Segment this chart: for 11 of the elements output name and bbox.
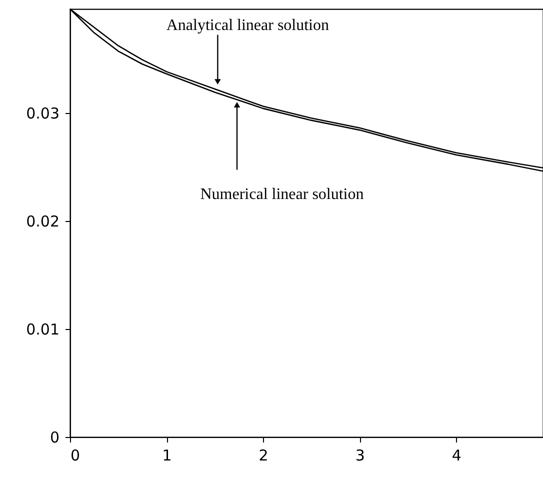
x-tick-label: 3 — [355, 446, 365, 464]
annotation: Numerical linear solution — [200, 186, 364, 203]
x-tick-label: 0 — [70, 446, 80, 464]
x-tick-label: 1 — [162, 446, 172, 464]
annotation: Analytical linear solution — [166, 16, 330, 34]
y-tick-label: 0.03 — [26, 104, 60, 122]
y-tick-label: 0.02 — [26, 212, 60, 230]
x-tick-label: 4 — [452, 446, 462, 464]
x-tick-label: 2 — [258, 446, 268, 464]
y-tick-label: 0 — [50, 428, 60, 446]
y-tick-label: 0.01 — [26, 320, 60, 338]
